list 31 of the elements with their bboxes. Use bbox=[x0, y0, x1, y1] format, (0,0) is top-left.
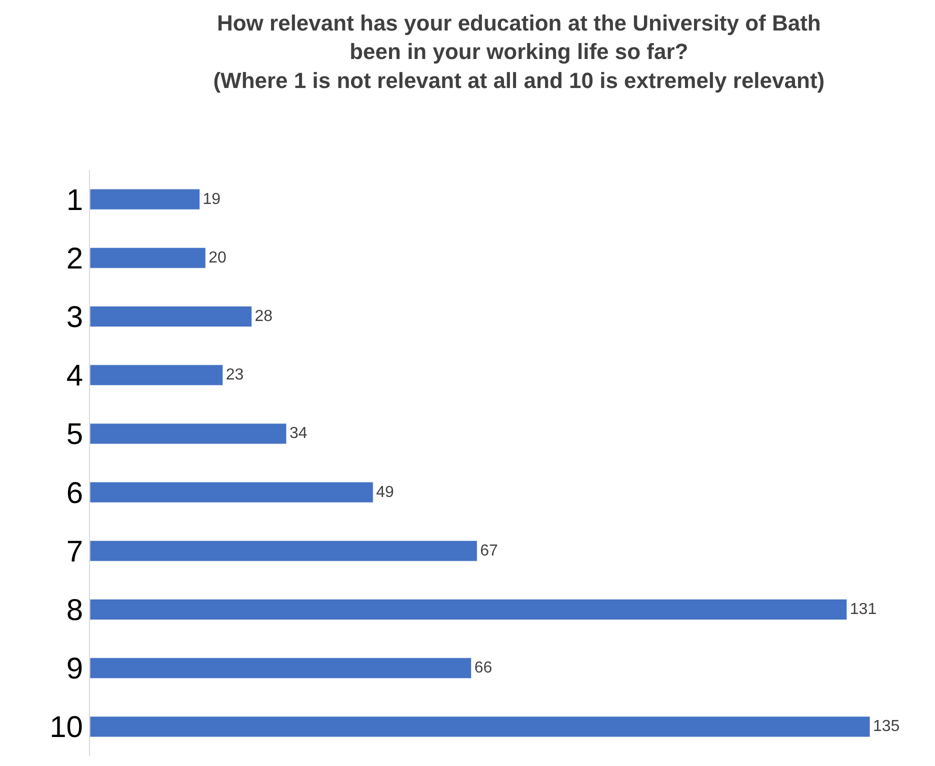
data-label: 131 bbox=[850, 601, 877, 618]
bar bbox=[90, 540, 478, 562]
data-label: 20 bbox=[208, 249, 226, 266]
y-tick-label: 10 bbox=[50, 711, 83, 744]
data-label: 67 bbox=[480, 542, 498, 560]
bar bbox=[90, 306, 252, 328]
data-label: 66 bbox=[474, 660, 492, 677]
data-label: 135 bbox=[873, 718, 900, 736]
chart-title: How relevant has your education at the University of Bath been in your working life so far? (Where 1 is not relevant at all and 10 is extremely relevant) bbox=[213, 10, 825, 93]
data-label: 28 bbox=[254, 308, 273, 326]
y-tick-label: 4 bbox=[66, 360, 83, 393]
y-tick-label: 6 bbox=[66, 476, 83, 510]
y-tick-label: 1 bbox=[66, 184, 83, 217]
data-label: 23 bbox=[226, 366, 244, 384]
y-tick-label: 3 bbox=[66, 301, 83, 334]
bar bbox=[90, 247, 206, 268]
bar bbox=[90, 716, 870, 738]
data-label: 49 bbox=[376, 484, 394, 501]
y-tick-label: 5 bbox=[66, 418, 83, 452]
bar bbox=[90, 658, 472, 679]
y-tick-label: 7 bbox=[66, 535, 83, 568]
bar bbox=[90, 599, 848, 620]
y-tick-label: 2 bbox=[66, 242, 83, 276]
bar bbox=[90, 482, 374, 503]
y-tick-label: 8 bbox=[66, 594, 83, 627]
y-tick-label: 9 bbox=[66, 652, 83, 686]
bar bbox=[90, 188, 200, 210]
bar bbox=[90, 364, 224, 386]
data-label: 19 bbox=[202, 190, 221, 208]
data-label: 34 bbox=[289, 425, 308, 442]
bar bbox=[90, 423, 287, 444]
